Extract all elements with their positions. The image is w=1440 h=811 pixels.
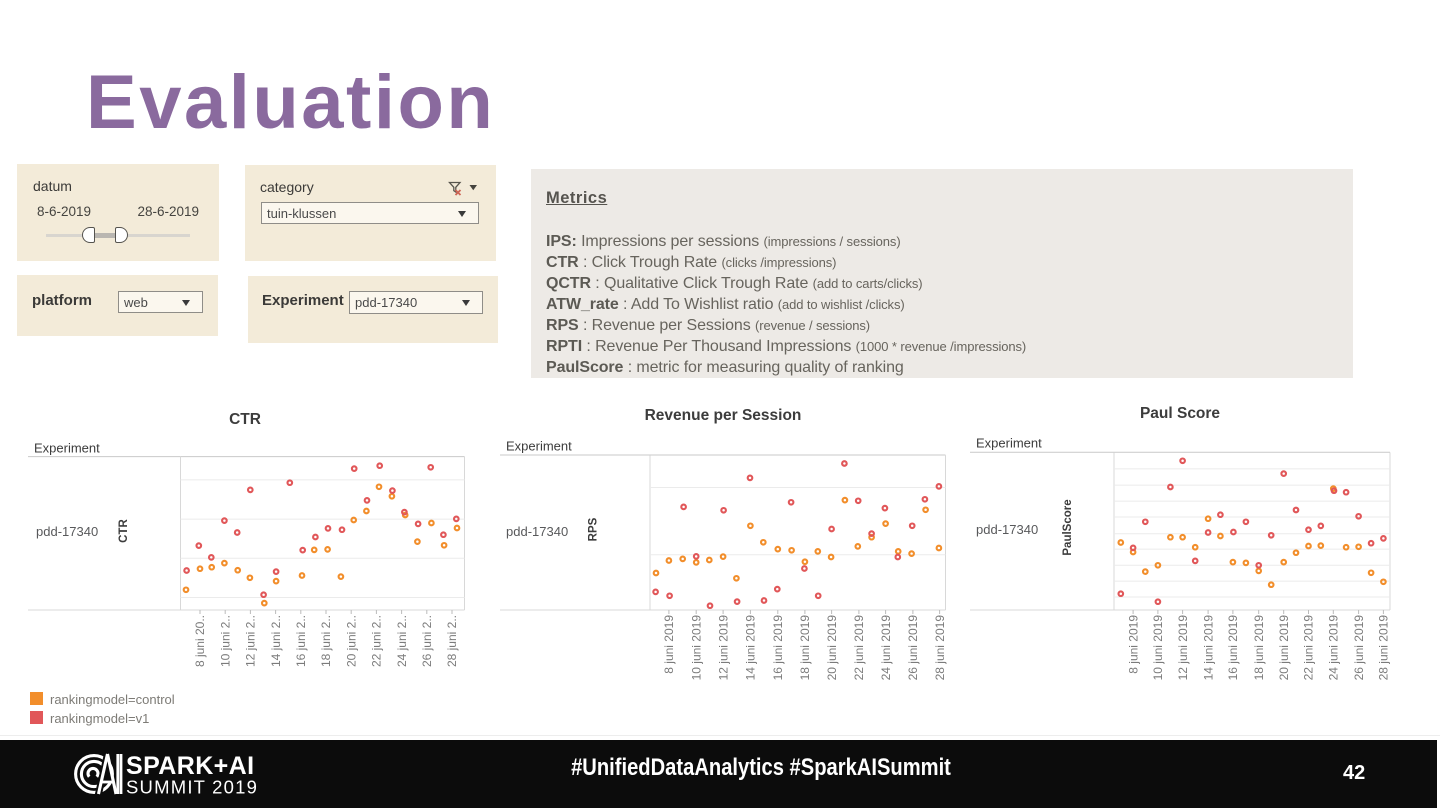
svg-text:pdd-17340: pdd-17340 [36,524,98,539]
svg-text:8 juni 2019: 8 juni 2019 [662,615,676,674]
svg-text:28 juni 2019: 28 juni 2019 [1377,615,1391,681]
svg-text:10 juni 2019: 10 juni 2019 [1151,615,1165,681]
svg-text:16 juni 2019: 16 juni 2019 [771,615,785,681]
svg-text:16 juni 2019: 16 juni 2019 [1226,615,1240,681]
svg-text:SPARK+AI: SPARK+AI [126,752,254,780]
svg-text:18 juni 2019: 18 juni 2019 [798,615,812,681]
svg-text:10 juni 2..: 10 juni 2.. [218,615,232,667]
svg-text:24 juni 2019: 24 juni 2019 [1327,615,1341,681]
svg-text:26 juni 2019: 26 juni 2019 [1352,615,1366,681]
svg-text:Paul Score: Paul Score [1140,405,1220,422]
svg-text:22 juni 2019: 22 juni 2019 [852,615,866,681]
svg-text:12 juni 2019: 12 juni 2019 [716,615,730,681]
svg-text:22 juni 2019: 22 juni 2019 [1302,615,1316,681]
svg-text:14 juni 2019: 14 juni 2019 [744,615,758,681]
svg-text:12 juni 2..: 12 juni 2.. [244,615,258,667]
svg-text:RPS: RPS [588,517,600,541]
svg-text:22 juni 2..: 22 juni 2.. [370,615,384,667]
svg-text:24 juni 2019: 24 juni 2019 [879,615,893,681]
svg-text:18 juni 2..: 18 juni 2.. [319,615,333,667]
svg-text:28 juni 2019: 28 juni 2019 [933,615,947,681]
svg-text:14 juni 2..: 14 juni 2.. [269,615,283,667]
svg-text:18 juni 2019: 18 juni 2019 [1252,615,1266,681]
svg-text:PaulScore: PaulScore [1062,499,1074,555]
svg-text:12 juni 2019: 12 juni 2019 [1176,615,1190,681]
svg-text:28 juni 2..: 28 juni 2.. [445,615,459,667]
svg-text:16 juni 2..: 16 juni 2.. [294,615,308,667]
svg-text:26 juni 2019: 26 juni 2019 [906,615,920,681]
svg-text:14 juni 2019: 14 juni 2019 [1201,615,1215,681]
svg-text:CTR: CTR [229,411,261,428]
svg-text:20 juni 2019: 20 juni 2019 [1277,615,1291,681]
svg-text:Experiment: Experiment [976,435,1042,450]
svg-text:Revenue per Session: Revenue per Session [645,407,802,424]
svg-text:8 juni 20..: 8 juni 20.. [193,615,207,667]
svg-text:pdd-17340: pdd-17340 [506,524,568,539]
svg-text:SUMMIT 2019: SUMMIT 2019 [126,777,258,798]
svg-text:CTR: CTR [118,518,130,542]
svg-text:8 juni 2019: 8 juni 2019 [1126,615,1140,674]
svg-text:10 juni 2019: 10 juni 2019 [689,615,703,681]
svg-text:26 juni 2..: 26 juni 2.. [420,615,434,667]
svg-text:pdd-17340: pdd-17340 [976,522,1038,537]
svg-text:24 juni 2..: 24 juni 2.. [395,615,409,667]
svg-text:Experiment: Experiment [506,439,572,454]
svg-text:Experiment: Experiment [34,440,100,455]
svg-text:20 juni 2019: 20 juni 2019 [825,615,839,681]
svg-text:20 juni 2..: 20 juni 2.. [344,615,358,667]
